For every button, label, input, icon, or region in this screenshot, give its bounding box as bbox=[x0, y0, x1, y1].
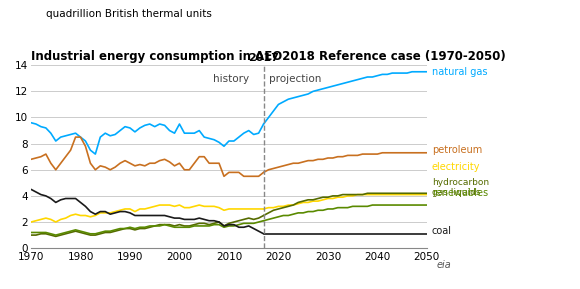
Text: projection: projection bbox=[269, 74, 321, 84]
Text: renewables: renewables bbox=[432, 188, 488, 198]
Text: quadrillion British thermal units: quadrillion British thermal units bbox=[46, 9, 212, 19]
Text: coal: coal bbox=[432, 226, 452, 236]
Text: natural gas: natural gas bbox=[432, 67, 487, 77]
Text: petroleum: petroleum bbox=[432, 145, 482, 155]
Text: Industrial energy consumption in AEO2018 Reference case (1970-2050): Industrial energy consumption in AEO2018… bbox=[31, 50, 506, 63]
Text: eia: eia bbox=[437, 260, 452, 270]
Text: 2017: 2017 bbox=[248, 53, 279, 63]
Text: hydrocarbon
gas liquids: hydrocarbon gas liquids bbox=[432, 178, 489, 197]
Text: electricity: electricity bbox=[432, 162, 480, 172]
Text: history: history bbox=[213, 74, 249, 84]
